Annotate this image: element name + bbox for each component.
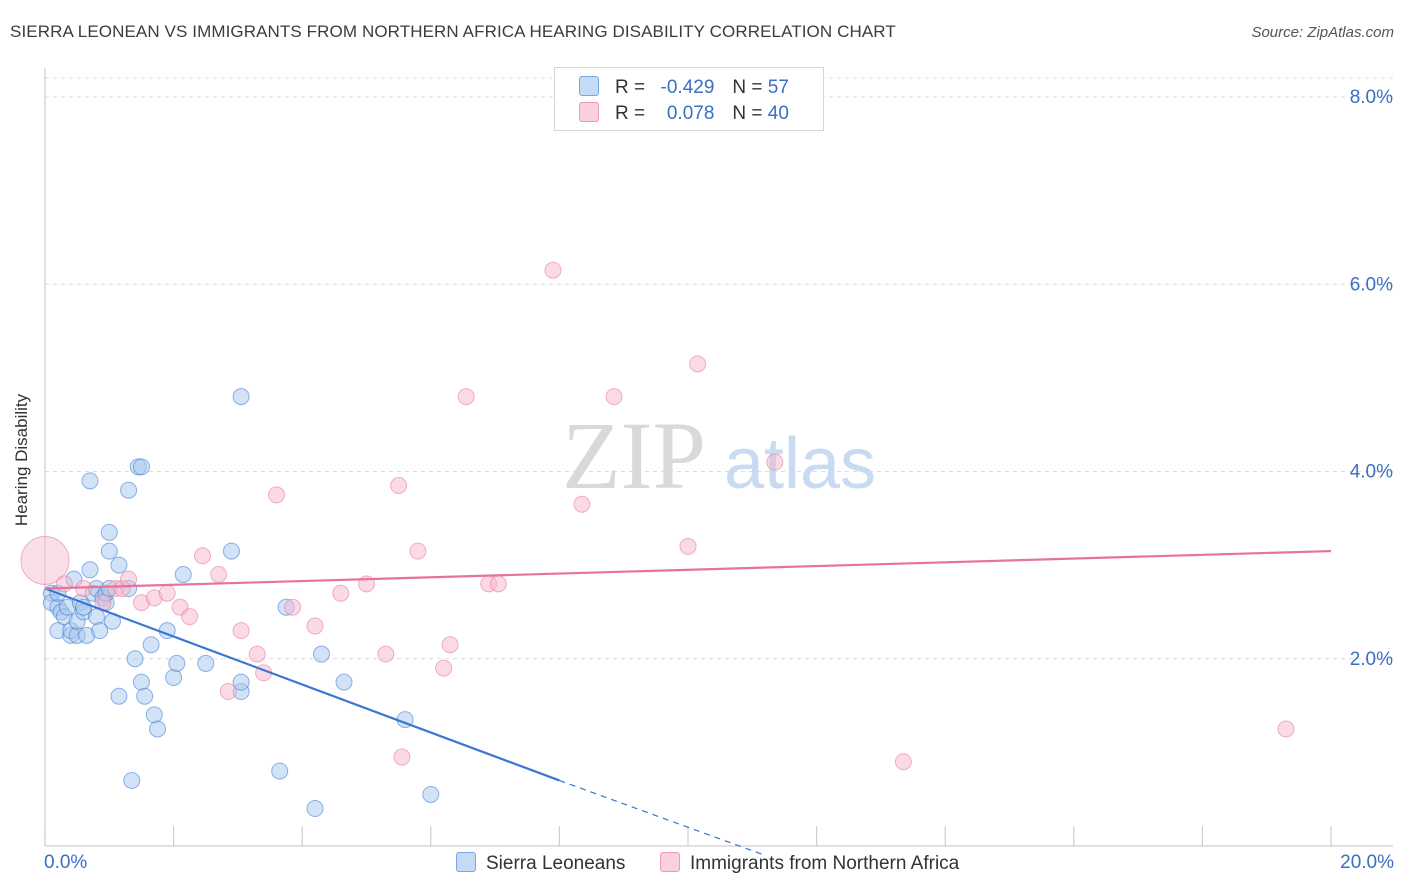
correlation-legend: R = -0.429 N = 57 R = 0.078 N = 40 [554, 67, 824, 131]
x-tick-max: 20.0% [1340, 852, 1394, 873]
point-northern-africa [544, 261, 562, 279]
point-sierra-leonean [110, 556, 128, 574]
point-northern-africa [894, 753, 912, 771]
point-sierra-leonean [422, 786, 440, 804]
legend-swatch-blue [579, 76, 599, 96]
series-swatch-blue [456, 852, 476, 872]
point-northern-africa [120, 570, 138, 588]
watermark-zip: ZIP [562, 402, 706, 509]
trend-line-northern-africa [44, 549, 1332, 590]
point-northern-africa [573, 495, 591, 513]
point-northern-africa [435, 659, 453, 677]
axes [44, 68, 1393, 847]
point-northern-africa [194, 547, 212, 565]
x-tick-min: 0.0% [44, 852, 88, 873]
point-sierra-leonean [81, 472, 99, 490]
point-northern-africa [284, 598, 302, 616]
point-northern-africa [390, 477, 408, 495]
point-northern-africa [393, 748, 411, 766]
point-northern-africa [55, 575, 73, 593]
trend-lines [44, 549, 1332, 856]
series-legend-sierra-leoneans: Sierra Leoneans [456, 852, 625, 875]
series-swatch-pink [660, 852, 680, 872]
y-tick-labels: 2.0% 4.0% 6.0% 8.0% [1350, 87, 1393, 670]
point-sierra-leonean [91, 622, 109, 640]
point-sierra-leonean [136, 687, 154, 705]
point-northern-africa [605, 388, 623, 406]
point-northern-africa [232, 622, 250, 640]
point-northern-africa [158, 584, 176, 602]
point-sierra-leonean [165, 668, 183, 686]
point-northern-africa [20, 535, 70, 585]
point-sierra-leonean [222, 542, 240, 560]
y-tick-label: 2.0% [1350, 649, 1393, 670]
watermark-atlas: atlas [724, 424, 876, 504]
point-northern-africa [409, 542, 427, 560]
legend-swatch-pink [579, 102, 599, 122]
legend-row-sierra-leoneans: R = -0.429 N = 57 [579, 76, 789, 102]
point-sierra-leonean [197, 654, 215, 672]
point-northern-africa [457, 388, 475, 406]
point-sierra-leonean [168, 654, 186, 672]
point-sierra-leonean [271, 762, 289, 780]
point-northern-africa [1277, 720, 1295, 738]
point-northern-africa [441, 636, 459, 654]
point-northern-africa [267, 486, 285, 504]
point-sierra-leonean [110, 687, 128, 705]
point-northern-africa [210, 565, 228, 583]
point-sierra-leonean [100, 542, 118, 560]
trend-line-sierra-leoneans [44, 587, 560, 782]
point-sierra-leonean [120, 481, 138, 499]
point-northern-africa [181, 608, 199, 626]
point-sierra-leonean [232, 388, 250, 406]
gridlines [45, 77, 1393, 660]
point-sierra-leonean [232, 673, 250, 691]
point-sierra-leonean [126, 650, 144, 668]
point-northern-africa [689, 355, 707, 373]
y-tick-label: 6.0% [1350, 274, 1393, 295]
point-sierra-leonean [174, 565, 192, 583]
point-sierra-leonean [123, 771, 141, 789]
y-tick-label: 8.0% [1350, 87, 1393, 108]
data-points [20, 261, 1295, 818]
point-sierra-leonean [132, 458, 150, 476]
point-northern-africa [306, 617, 324, 635]
point-northern-africa [679, 537, 697, 555]
point-sierra-leonean [132, 673, 150, 691]
point-sierra-leonean [312, 645, 330, 663]
y-axis-label: Hearing Disability [12, 393, 31, 527]
point-sierra-leonean [100, 523, 118, 541]
point-sierra-leonean [149, 720, 167, 738]
point-northern-africa [489, 575, 507, 593]
y-tick-label: 4.0% [1350, 462, 1393, 483]
series-legend-northern-africa: Immigrants from Northern Africa [660, 852, 959, 875]
chart-title: SIERRA LEONEAN VS IMMIGRANTS FROM NORTHE… [10, 22, 896, 41]
watermark: ZIP atlas [562, 402, 876, 509]
point-northern-africa [377, 645, 395, 663]
point-northern-africa [766, 453, 784, 471]
point-northern-africa [332, 584, 350, 602]
point-sierra-leonean [142, 636, 160, 654]
trend-line-sierra-leoneans-extrapolated [559, 779, 766, 856]
point-northern-africa [219, 683, 237, 701]
point-sierra-leonean [335, 673, 353, 691]
point-sierra-leonean [81, 561, 99, 579]
point-sierra-leonean [306, 800, 324, 818]
point-northern-africa [248, 645, 266, 663]
point-sierra-leonean [145, 706, 163, 724]
legend-row-northern-africa: R = 0.078 N = 40 [579, 102, 789, 128]
source-credit: Source: ZipAtlas.com [1251, 24, 1394, 41]
